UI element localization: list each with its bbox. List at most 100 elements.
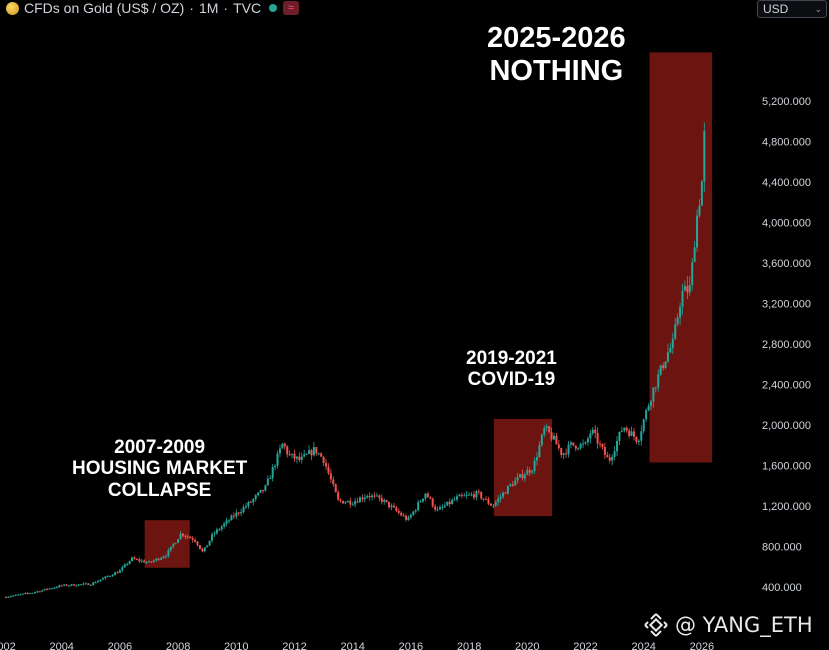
y-tick-label: 3,600.000 (762, 258, 811, 270)
candle (596, 427, 599, 449)
annotation-nothing: 2025-2026 NOTHING (487, 22, 626, 88)
candle (186, 534, 189, 540)
candle (431, 497, 434, 508)
candle (543, 425, 546, 438)
candle (616, 436, 619, 457)
candle (92, 581, 95, 586)
candle (43, 588, 46, 591)
candle (162, 555, 165, 559)
candle (278, 444, 281, 458)
candle (606, 451, 609, 458)
candle (97, 579, 100, 583)
candle (657, 369, 660, 392)
candle (317, 452, 320, 456)
candle (206, 545, 209, 548)
candle (138, 557, 141, 564)
candle (506, 485, 509, 495)
candle (334, 483, 337, 493)
candle (58, 584, 61, 588)
candle (477, 488, 480, 495)
candle (252, 498, 255, 506)
candle (305, 453, 308, 455)
annotation-line: HOUSING MARKET (72, 458, 248, 480)
candle (395, 505, 398, 513)
candle (48, 588, 51, 590)
candle (223, 521, 226, 529)
price-axis: 400.000 800.000 1,200.000 1,600.000 2,000.00… (762, 96, 811, 594)
candle (599, 440, 602, 448)
candle (361, 494, 364, 503)
candle (463, 492, 466, 497)
candle (492, 504, 495, 509)
candle (106, 575, 109, 578)
candle (329, 468, 332, 483)
y-tick-label: 4,000.000 (762, 218, 811, 230)
candle (679, 303, 682, 325)
candle (143, 559, 146, 563)
currency-select[interactable]: USD ⌄ (757, 0, 827, 18)
candle (303, 449, 306, 458)
candle (14, 594, 17, 596)
annotation-line: COLLAPSE (107, 479, 212, 501)
candle (131, 556, 134, 562)
candle (31, 592, 34, 594)
y-tick-label: 3,200.000 (762, 299, 811, 311)
candle (383, 498, 386, 505)
candle (51, 587, 53, 590)
chevron-down-icon: ⌄ (814, 3, 822, 14)
candle (502, 491, 505, 500)
candle (504, 491, 507, 494)
candle (339, 498, 342, 503)
candle (397, 508, 400, 515)
candle (169, 546, 172, 553)
candle (637, 439, 640, 446)
candle (664, 361, 667, 370)
candle (118, 568, 121, 573)
candle (320, 452, 323, 458)
candle (55, 586, 58, 589)
watermark: @ YANG_ETH (643, 612, 813, 638)
candle (436, 506, 439, 512)
candle (167, 548, 170, 558)
candle (642, 418, 645, 434)
interval-label[interactable]: 1M (198, 0, 219, 16)
candle (489, 502, 492, 507)
candle (409, 513, 412, 520)
currency-value: USD (763, 2, 789, 16)
symbol-header[interactable]: CFDs on Gold (US$ / OZ) · 1M · TVC ≈ (0, 0, 300, 16)
market-status-dot-icon (269, 4, 278, 12)
candle (283, 442, 286, 450)
candle (434, 504, 437, 512)
candle (150, 561, 153, 564)
candle (688, 276, 691, 297)
candle (133, 556, 136, 560)
candle (569, 440, 572, 449)
candle (696, 209, 699, 252)
candle (114, 571, 117, 576)
x-tick-label: 2026 (690, 641, 714, 650)
candle (99, 579, 102, 583)
candle (424, 493, 427, 502)
candle (453, 496, 456, 501)
candle (686, 276, 689, 300)
indicator-badge-icon[interactable]: ≈ (283, 1, 300, 15)
candle (344, 500, 347, 505)
candle (385, 499, 388, 503)
candle (259, 489, 262, 494)
candle (281, 443, 284, 449)
candle (201, 547, 204, 553)
candle (681, 283, 684, 315)
candle (29, 592, 32, 595)
candles-layer (4, 122, 706, 599)
candle (620, 426, 623, 433)
candle (635, 436, 638, 445)
candle (545, 423, 548, 432)
candle (271, 464, 274, 482)
candle (240, 508, 243, 517)
candle (562, 452, 565, 460)
candle (666, 344, 669, 363)
candle (378, 494, 381, 502)
candle (412, 510, 415, 516)
x-tick-label: 2022 (573, 641, 597, 650)
